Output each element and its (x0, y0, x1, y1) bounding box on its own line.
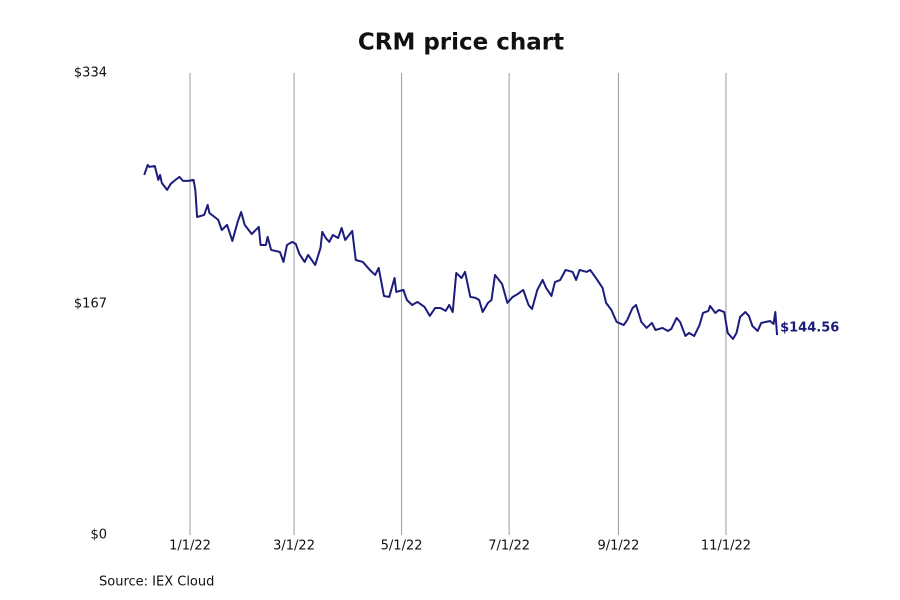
price-line (143, 163, 779, 340)
x-tick-label: 3/1/22 (273, 539, 315, 554)
source-note: Source: IEX Cloud (99, 575, 214, 590)
y-tick-label: $0 (90, 528, 107, 543)
x-tick-label: 7/1/22 (488, 539, 530, 554)
x-tick-label: 9/1/22 (598, 539, 640, 554)
chart-title: CRM price chart (358, 30, 564, 56)
last-value-label: $144.56 (780, 321, 839, 336)
y-tick-label: $334 (74, 66, 107, 81)
x-tick-label: 11/1/22 (701, 539, 751, 554)
x-tick-label: 5/1/22 (381, 539, 423, 554)
y-tick-label: $167 (74, 297, 107, 312)
x-tick-label: 1/1/22 (169, 539, 211, 554)
